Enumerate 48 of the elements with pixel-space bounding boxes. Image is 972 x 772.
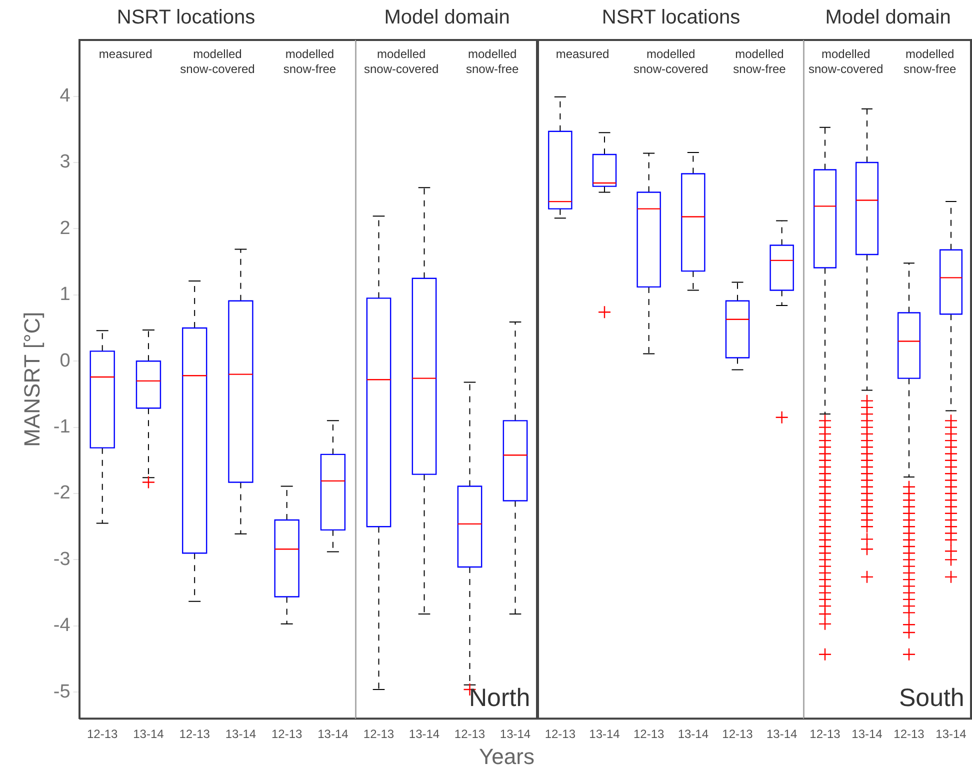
x-tick-label: 12-13	[633, 727, 664, 742]
y-axis-title: MANSRT [°C]	[19, 312, 44, 447]
x-axis-title: Years	[479, 744, 534, 770]
y-tick-label: 1	[60, 284, 70, 306]
x-tick-label: 13-14	[225, 727, 256, 742]
x-tick-label: 12-13	[87, 727, 118, 742]
x-tick-label: 13-14	[133, 727, 164, 742]
x-tick-label: 12-13	[271, 727, 302, 742]
y-tick-label: -1	[53, 416, 70, 438]
y-tick-label: -5	[53, 681, 70, 702]
annotation: measured	[556, 47, 610, 62]
y-tick-label: -2	[53, 482, 70, 504]
x-tick-label: 12-13	[179, 727, 210, 742]
x-tick-label: 12-13	[722, 727, 754, 742]
x-tick-label: 13-14	[766, 727, 798, 742]
x-tick-label: 12-13	[894, 727, 925, 742]
x-tick-label: 13-14	[589, 727, 620, 742]
annotation: South	[899, 684, 964, 713]
annotation: modelled snow-covered	[808, 47, 884, 77]
chart-title: Model domain	[825, 6, 951, 29]
annotation: modelled snow-covered	[364, 47, 439, 77]
x-tick-label: 12-13	[810, 727, 841, 742]
annotation: modelled snow-covered	[180, 47, 255, 77]
x-tick-label: 13-14	[936, 727, 967, 742]
x-tick-label: 13-14	[408, 727, 440, 742]
chart-title: NSRT locations	[116, 6, 256, 29]
chart-title: NSRT locations	[602, 6, 740, 29]
y-tick-label: 0	[60, 350, 70, 372]
x-tick-label: 13-14	[500, 727, 531, 742]
annotation: modelled snow-free	[466, 47, 519, 77]
y-tick-label: 2	[60, 218, 70, 239]
y-tick-label: 3	[60, 152, 70, 173]
chart-title: Model domain	[384, 6, 510, 29]
annotation: measured	[98, 47, 152, 62]
x-tick-label: 13-14	[318, 727, 349, 742]
x-tick-label: 12-13	[363, 727, 394, 742]
annotation: modelled snow-free	[904, 47, 956, 77]
y-tick-label: -4	[53, 615, 71, 636]
y-tick-label: -3	[53, 548, 70, 570]
annotation: modelled snow-free	[283, 47, 336, 77]
annotation: modelled snow-free	[733, 47, 786, 77]
x-tick-label: 12-13	[454, 727, 486, 742]
x-tick-label: 12-13	[544, 727, 576, 742]
x-tick-label: 13-14	[852, 727, 883, 742]
y-tick-label: 4	[60, 86, 71, 107]
annotation: modelled snow-covered	[634, 47, 708, 77]
annotation: North	[469, 684, 530, 713]
x-tick-label: 13-14	[678, 727, 709, 742]
